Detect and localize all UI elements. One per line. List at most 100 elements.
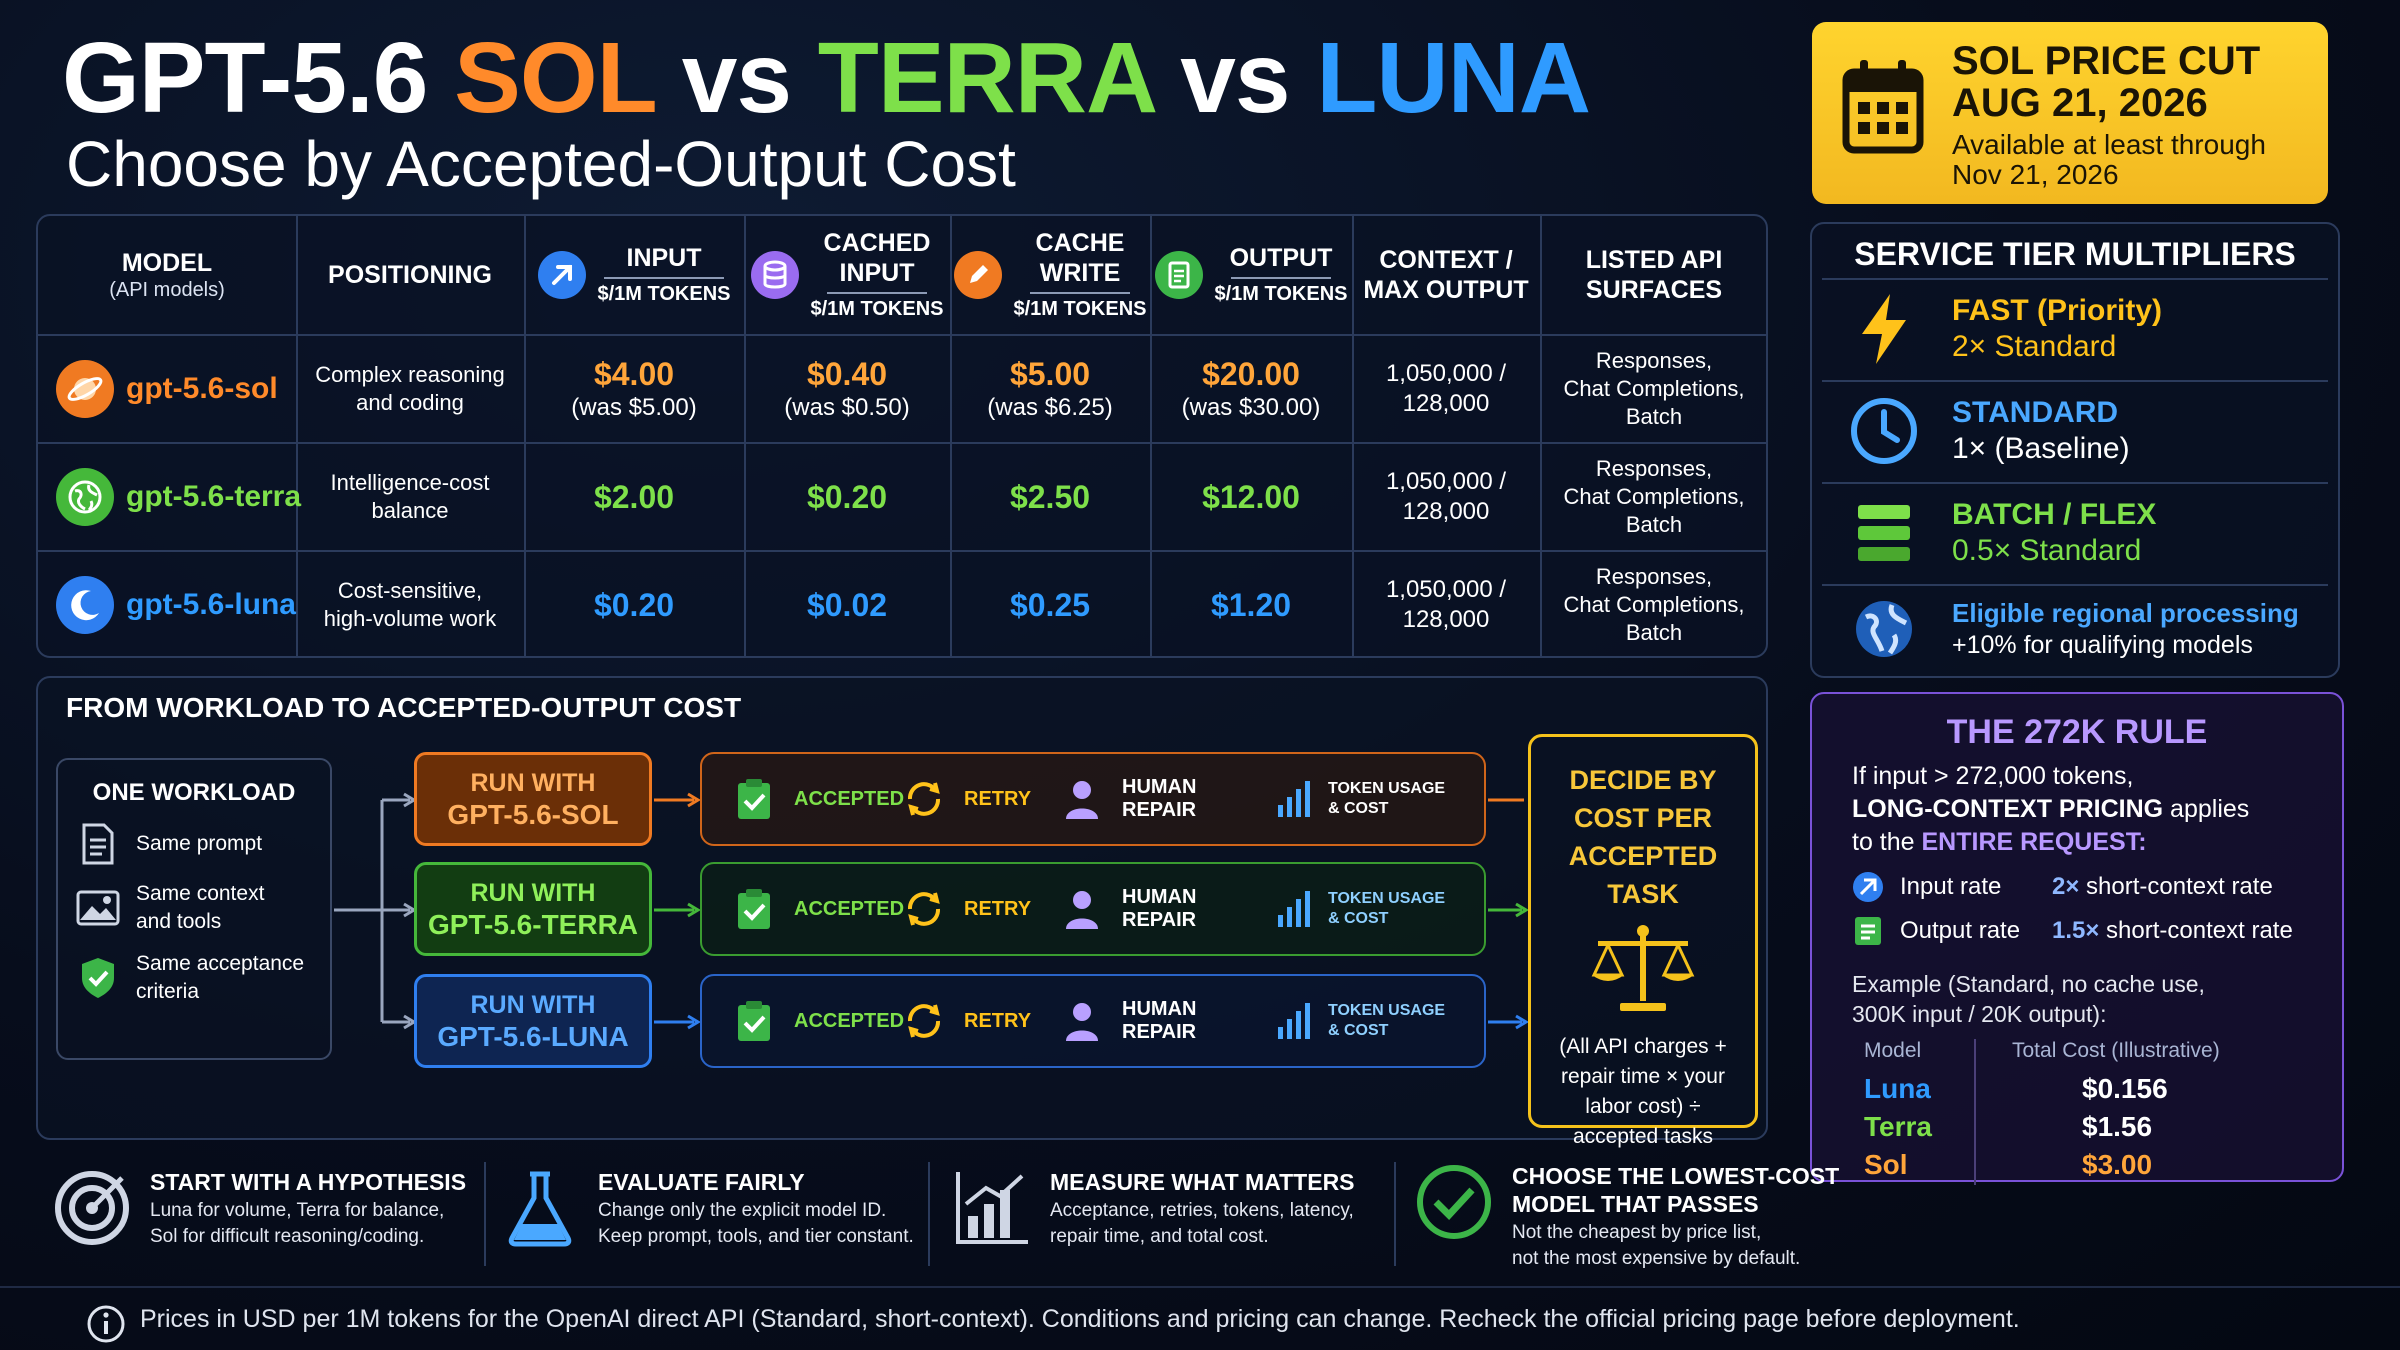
price-cut-date: AUG 21, 2026	[1952, 81, 2208, 125]
rule-description: If input > 272,000 tokens, LONG-CONTEXT …	[1852, 762, 2250, 856]
header-model: MODEL (API models)	[109, 249, 225, 301]
price-input-luna: $0.20	[593, 587, 675, 623]
price-input-sol: $4.00 (was $5.00)	[571, 356, 697, 421]
rule-title: THE 272K RULE	[1946, 713, 2208, 751]
tier-standard: STANDARD 1× (Baseline)	[1822, 380, 2328, 480]
example-cost-table: Model Total Cost (Illustrative) Luna $0.…	[1852, 1039, 2302, 1185]
scale-icon	[1591, 925, 1695, 1011]
calendar-icon	[1842, 60, 1924, 154]
lightning-icon	[1844, 289, 1924, 369]
globe-icon	[1844, 589, 1924, 669]
model-name-terra: gpt-5.6-terra	[126, 480, 302, 513]
rule-272k-panel: THE 272K RULE If input > 272,000 tokens,…	[1810, 692, 2344, 1185]
title-terra: TERRA	[817, 22, 1155, 134]
header-positioning: POSITIONING	[328, 261, 492, 289]
run-with-sol-button[interactable]: RUN WITH GPT-5.6-SOL	[414, 752, 652, 846]
table-row-terra: gpt-5.6-terra	[38, 444, 301, 550]
tip-choose: CHOOSE THE LOWEST-COST MODEL THAT PASSES…	[1414, 1162, 1839, 1272]
clipboard-check-icon	[738, 779, 770, 819]
title-vs-1: vs	[681, 22, 792, 134]
image-icon	[76, 890, 120, 926]
price-cut-note-1: Available at least through	[1952, 129, 2266, 160]
workload-item-prompt: Same prompt	[76, 822, 312, 866]
planet-icon	[56, 360, 114, 418]
workload-item-criteria: Same acceptance criteria	[76, 950, 312, 1006]
workload-flow-panel: FROM WORKLOAD TO ACCEPTED-OUTPUT COST ON…	[36, 676, 1768, 1148]
positioning-luna: Cost-sensitive, high-volume work	[323, 578, 497, 631]
pencil-icon	[953, 251, 1002, 299]
flow-title: FROM WORKLOAD TO ACCEPTED-OUTPUT COST	[66, 692, 742, 723]
tier-fast: FAST (Priority) 2× Standard	[1822, 278, 2328, 378]
person-icon	[1066, 891, 1098, 929]
check-circle-icon	[1417, 1165, 1491, 1239]
arrow-up-right-icon	[1853, 872, 1883, 902]
document-icon	[1154, 251, 1203, 299]
header-surfaces: LISTED API SURFACES	[1585, 246, 1723, 304]
clock-icon	[1844, 391, 1924, 471]
retry-icon	[908, 782, 940, 816]
example-cost-sol: $3.00	[2082, 1149, 2153, 1180]
info-icon	[87, 1305, 125, 1343]
table-row-luna: gpt-5.6-luna	[38, 552, 296, 658]
price-cut-title: SOL PRICE CUT	[1952, 39, 2261, 83]
title-model: GPT-5.6	[62, 22, 428, 134]
target-icon	[55, 1171, 129, 1245]
pipeline-terra: ACCEPTED RETRY HUMAN REPAIR TOKEN USAGE &…	[700, 862, 1486, 956]
retry-icon	[908, 1004, 940, 1038]
stack-icon	[1844, 493, 1924, 573]
bar-chart-icon	[1278, 1003, 1310, 1039]
pipeline-luna: ACCEPTED RETRY HUMAN REPAIR TOKEN USAGE &…	[700, 974, 1486, 1068]
header-cached-input: CACHED INPUT $/1M TOKENS	[744, 216, 950, 334]
example-model-sol: Sol	[1864, 1149, 1908, 1180]
title-luna: LUNA	[1316, 22, 1591, 134]
price-output-sol: $20.00 (was $30.00)	[1181, 356, 1321, 421]
run-with-luna-button[interactable]: RUN WITH GPT-5.6-LUNA	[414, 974, 652, 1068]
table-row-sol: gpt-5.6-sol	[38, 336, 296, 442]
model-name-luna: gpt-5.6-luna	[126, 588, 296, 621]
database-icon	[750, 251, 799, 299]
example-model-luna: Luna	[1864, 1073, 1931, 1104]
example-cost-terra: $1.56	[2082, 1111, 2153, 1142]
run-with-terra-button[interactable]: RUN WITH GPT-5.6-TERRA	[414, 862, 652, 956]
header-cache-write: CACHE WRITE $/1M TOKENS	[950, 216, 1150, 334]
tier-panel-title: SERVICE TIER MULTIPLIERS	[1854, 236, 2296, 272]
workload-item-context: Same context and tools	[76, 880, 312, 936]
header-input: INPUT $/1M TOKENS	[524, 216, 744, 334]
price-input-terra: $2.00	[593, 479, 675, 515]
price-cached-terra: $0.20	[806, 479, 888, 515]
flask-icon	[508, 1171, 572, 1247]
positioning-terra: Intelligence-cost balance	[330, 470, 490, 523]
price-cache-write-terra: $2.50	[1009, 479, 1091, 515]
header-output: OUTPUT $/1M TOKENS	[1150, 216, 1352, 334]
rule-output-rate: Output rate 1.5× short-context rate	[1852, 915, 2302, 947]
model-name-sol: gpt-5.6-sol	[126, 372, 278, 405]
title-vs-2: vs	[1180, 22, 1290, 134]
page-title: GPT-5.6 SOL vs TERRA vs LUNA	[62, 18, 1591, 138]
page-subtitle: Choose by Accepted-Output Cost	[66, 128, 1016, 200]
shield-check-icon	[82, 958, 114, 998]
person-icon	[1066, 1003, 1098, 1041]
surfaces-sol: Responses, Chat Completions, Batch	[1563, 348, 1745, 429]
price-cached-luna: $0.02	[806, 587, 888, 623]
price-cache-write-luna: $0.25	[1009, 587, 1091, 623]
decide-box: DECIDE BY COST PER ACCEPTED TASK (All AP…	[1528, 734, 1758, 1148]
pricing-table: MODEL (API models) POSITIONING INPUT $/1…	[36, 214, 1768, 658]
example-cost-luna: $0.156	[2082, 1073, 2168, 1104]
moon-icon	[56, 576, 114, 634]
tip-measure: MEASURE WHAT MATTERS Acceptance, retries…	[952, 1168, 1355, 1250]
service-tier-panel: SERVICE TIER MULTIPLIERS FAST (Priority)…	[1810, 222, 2340, 678]
one-workload-box: ONE WORKLOAD Same prompt Same context and…	[56, 758, 332, 1060]
context-sol: 1,050,000 / 128,000	[1385, 360, 1507, 417]
arrow-up-right-icon	[537, 251, 586, 299]
positioning-sol: Complex reasoning and coding	[315, 362, 505, 415]
rule-example: Example (Standard, no cache use, 300K in…	[1852, 971, 2205, 1027]
context-luna: 1,050,000 / 128,000	[1385, 576, 1507, 633]
globe-icon	[56, 468, 114, 526]
price-cut-banner: SOL PRICE CUT AUG 21, 2026 Available at …	[1812, 22, 2328, 204]
price-output-luna: $1.20	[1210, 587, 1292, 623]
surfaces-luna: Responses, Chat Completions, Batch	[1563, 564, 1745, 645]
price-cache-write-sol: $5.00 (was $6.25)	[987, 356, 1113, 421]
context-terra: 1,050,000 / 128,000	[1385, 468, 1507, 525]
example-model-terra: Terra	[1864, 1111, 1932, 1142]
surfaces-terra: Responses, Chat Completions, Batch	[1563, 456, 1745, 537]
